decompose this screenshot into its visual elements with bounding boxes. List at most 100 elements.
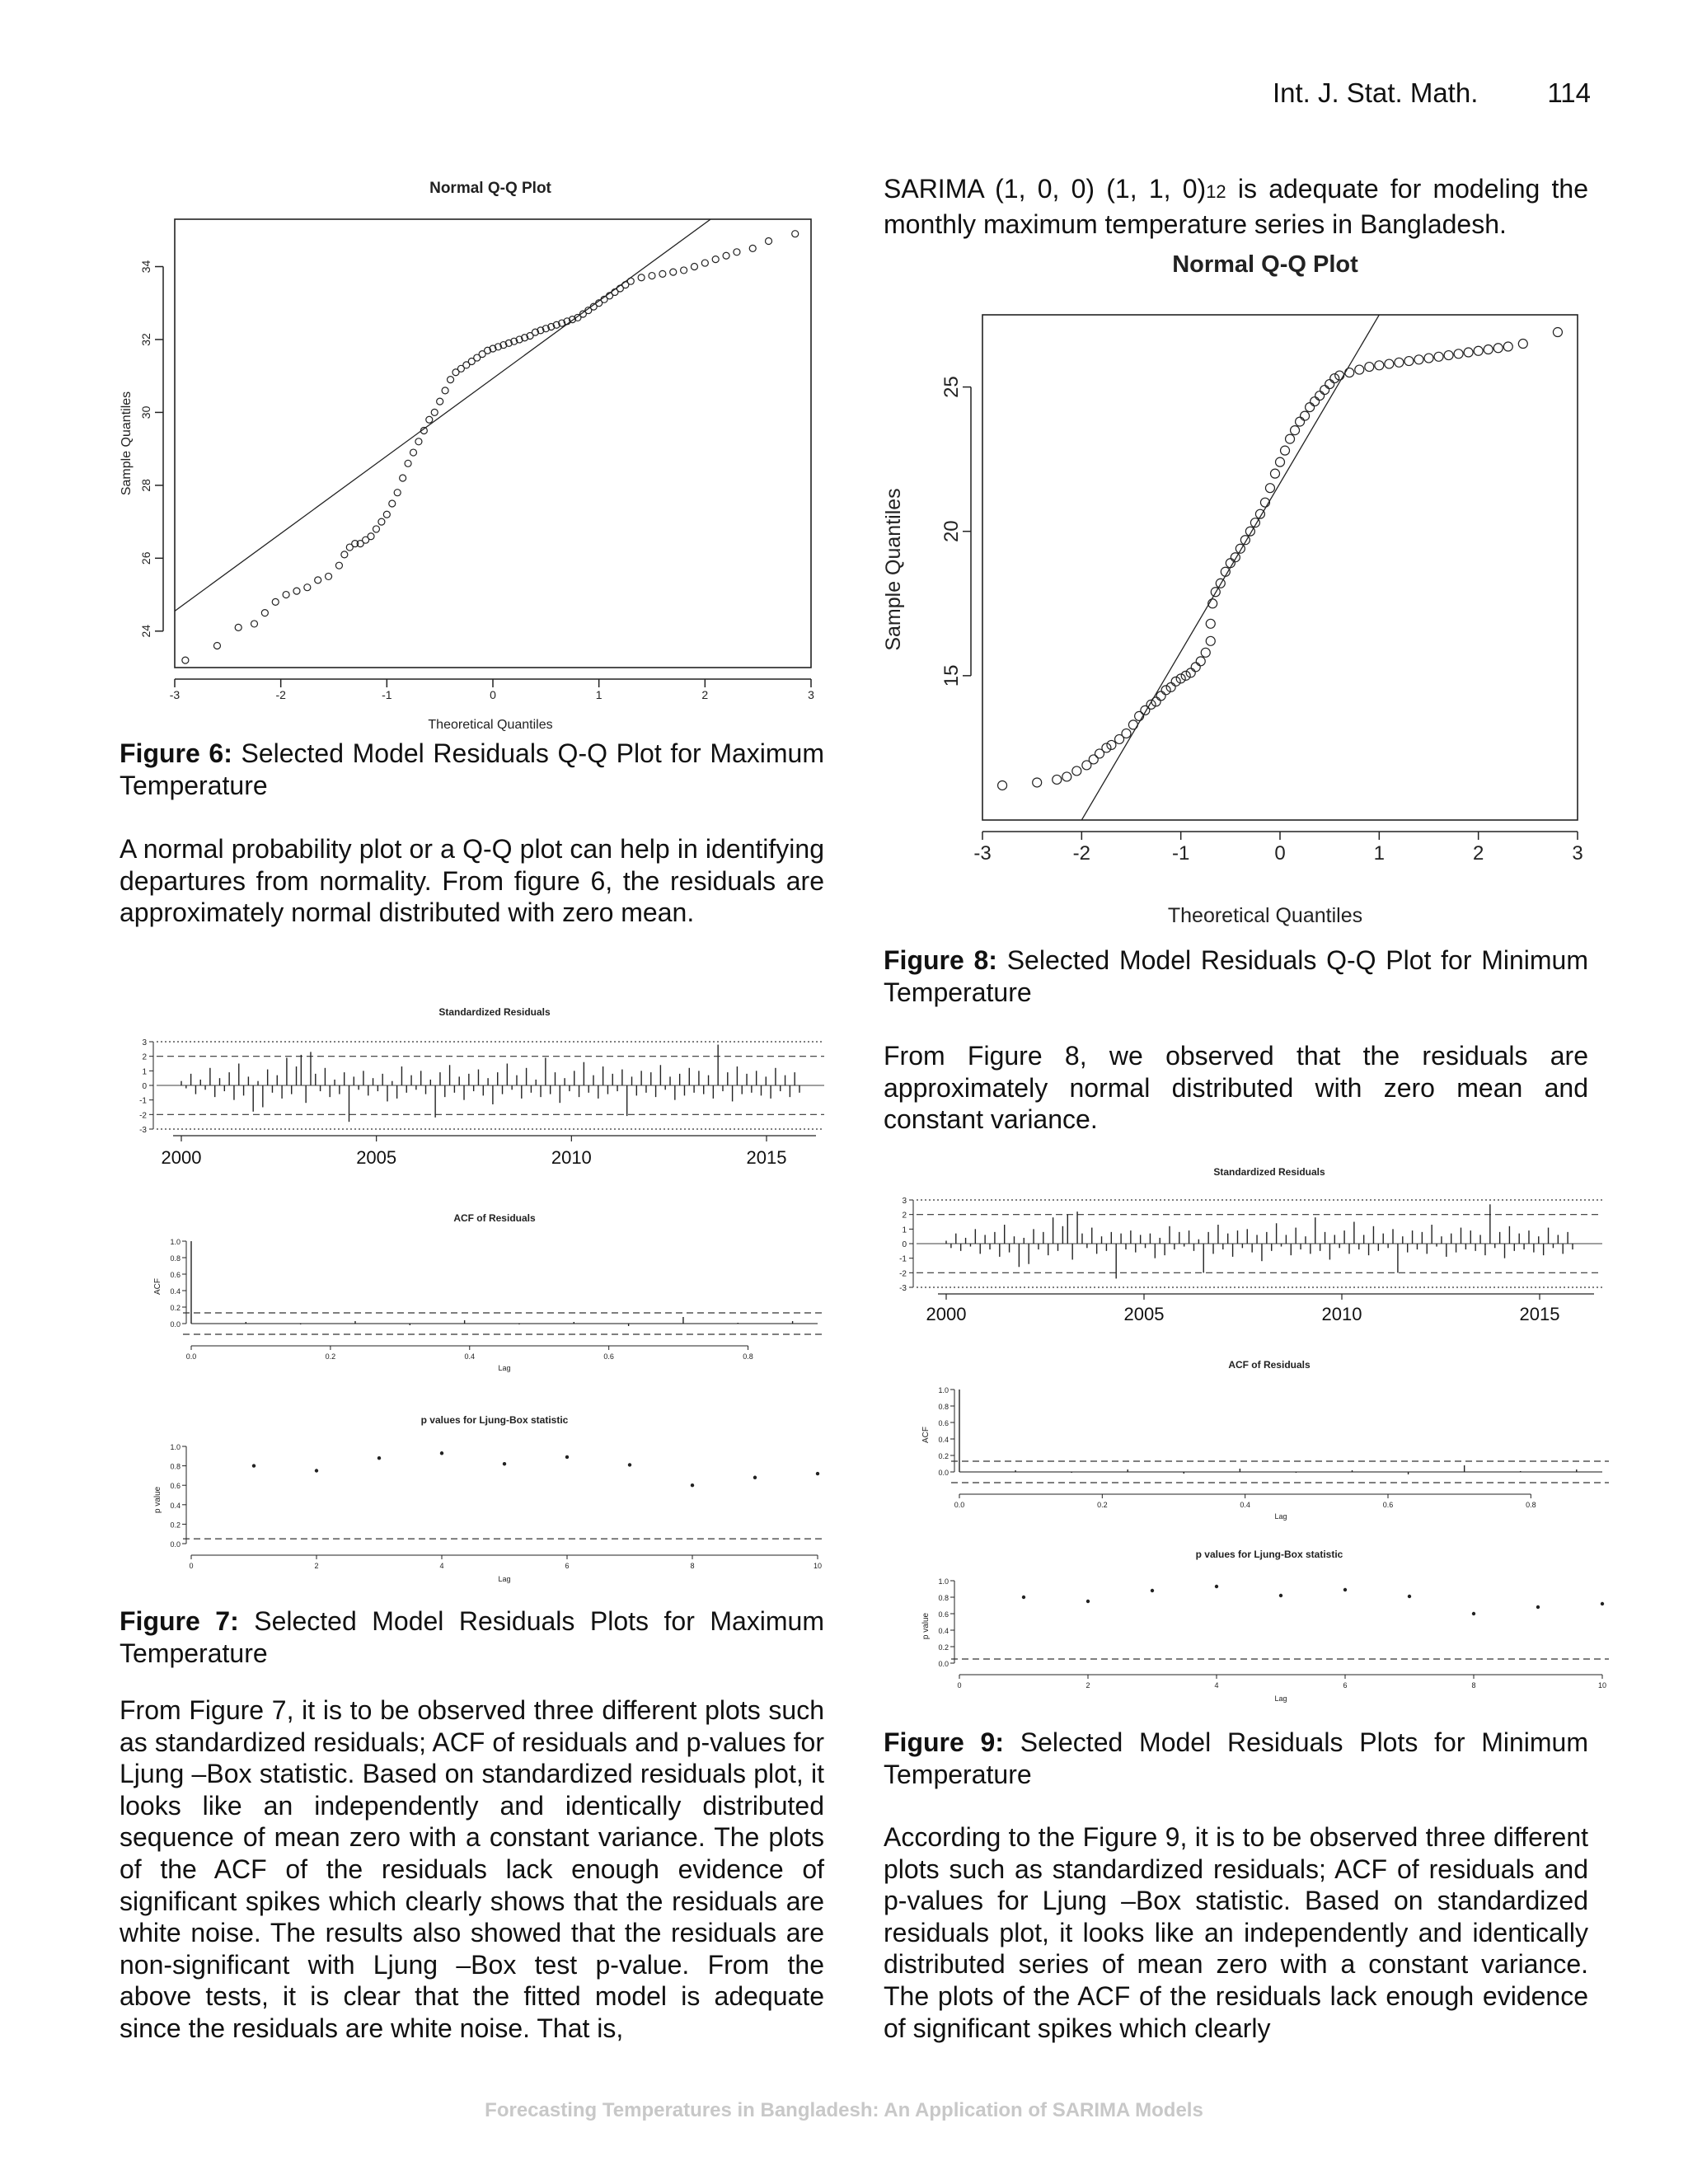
data-point: [1344, 367, 1355, 378]
paragraph-text: is adequate for modeling the monthly max…: [884, 174, 1589, 239]
data-point: [621, 281, 630, 289]
data-point: [377, 518, 386, 526]
y-axis-label: ACF: [921, 1427, 931, 1443]
y-tick-label: 0.2: [938, 1643, 949, 1652]
x-tick-label: 2000: [162, 1147, 202, 1168]
paragraph: A normal probability plot or a Q-Q plot …: [120, 834, 824, 928]
p-value-point: [502, 1462, 507, 1466]
data-point: [1384, 359, 1395, 369]
panel-title: Standardized Residuals: [438, 1006, 551, 1018]
data-point: [1207, 598, 1218, 609]
caption-text: Selected Model Residuals Q-Q Plot for Ma…: [120, 738, 825, 800]
data-point: [1185, 668, 1196, 678]
data-point: [478, 350, 486, 359]
panel-title: ACF of Residuals: [1228, 1359, 1311, 1371]
data-point: [388, 499, 396, 508]
data-point: [425, 415, 434, 424]
x-tick-label: 2000: [926, 1304, 967, 1324]
x-tick-label: 0.6: [603, 1352, 614, 1361]
x-tick-label: -1: [1172, 842, 1189, 865]
data-point: [722, 251, 730, 260]
data-point: [462, 361, 471, 369]
y-tick-label: 24: [139, 625, 152, 638]
panel-title: p values for Ljung-Box statistic: [421, 1414, 569, 1426]
data-point: [748, 244, 757, 252]
data-point: [489, 344, 497, 353]
y-tick-label: 26: [139, 551, 152, 565]
data-point: [1443, 349, 1454, 361]
data-point: [1483, 344, 1493, 355]
data-point: [1404, 355, 1414, 367]
x-tick-label: 0.2: [1097, 1501, 1108, 1509]
x-tick-label: 0.6: [1383, 1501, 1394, 1509]
data-point: [504, 339, 513, 347]
y-tick-label: 0.6: [170, 1271, 181, 1279]
data-point: [1106, 739, 1117, 751]
x-axis-label: Lag: [498, 1364, 510, 1372]
data-point: [1032, 777, 1043, 788]
data-point: [1289, 425, 1301, 436]
x-tick-label: -1: [382, 688, 392, 701]
p-value-point: [1021, 1595, 1026, 1600]
data-point: [282, 590, 290, 599]
data-point: [362, 536, 370, 544]
x-tick-label: 0: [957, 1681, 961, 1690]
page-number: 114: [1547, 77, 1591, 108]
data-point: [679, 266, 688, 274]
data-point: [1235, 543, 1245, 554]
y-tick-label: 0.8: [170, 1463, 181, 1471]
x-tick-label: 2005: [1124, 1304, 1165, 1324]
x-axis-label: Lag: [1274, 1694, 1287, 1703]
data-point: [515, 335, 523, 344]
data-point: [1329, 373, 1340, 384]
data-point: [1284, 434, 1296, 444]
chart-title: Normal Q-Q Plot: [429, 180, 551, 197]
data-point: [1140, 705, 1151, 715]
p-value-point: [314, 1469, 319, 1473]
data-point: [1414, 354, 1424, 365]
caption-label: Figure 6:: [120, 738, 232, 768]
y-tick-label: 0.4: [170, 1502, 181, 1510]
data-point: [1156, 691, 1166, 701]
data-point: [314, 576, 322, 584]
figure-9-caption: Figure 9: Selected Model Residuals Plots…: [884, 1727, 1588, 1790]
plot-frame: [982, 314, 1578, 821]
y-tick-label: 0: [902, 1240, 907, 1249]
data-point: [733, 248, 741, 256]
x-tick-label: 0.8: [743, 1352, 753, 1361]
x-tick-label: 0: [189, 1562, 193, 1570]
p-value-point: [565, 1455, 570, 1460]
y-tick-label: 2: [902, 1212, 907, 1221]
data-point: [483, 346, 492, 354]
data-point: [250, 620, 259, 628]
data-point: [1394, 357, 1404, 368]
data-point: [213, 641, 222, 650]
x-tick-label: 2015: [747, 1147, 787, 1168]
y-axis-label: ACF: [153, 1278, 162, 1295]
data-point: [1114, 733, 1125, 745]
p-value-point: [377, 1455, 382, 1460]
y-tick-label: 0.0: [938, 1660, 949, 1668]
data-point: [1269, 468, 1281, 479]
data-point: [1354, 364, 1365, 375]
data-point: [1071, 766, 1082, 776]
data-point: [367, 532, 375, 541]
caption-text: Selected Model Residuals Q-Q Plot for Mi…: [884, 945, 1589, 1007]
y-tick-label: 3: [142, 1038, 147, 1047]
data-point: [409, 448, 418, 457]
data-point: [1433, 351, 1444, 362]
y-tick-label: 0.2: [170, 1521, 181, 1529]
data-point: [372, 525, 381, 533]
data-point: [1315, 390, 1325, 401]
data-point: [382, 510, 391, 518]
x-tick-label: 10: [814, 1562, 822, 1570]
y-tick-label: 0.4: [938, 1436, 949, 1444]
y-tick-label: 0.6: [938, 1610, 949, 1619]
x-tick-label: 1: [1374, 842, 1385, 865]
caption-label: Figure 7:: [120, 1606, 239, 1636]
y-tick-label: -3: [139, 1126, 147, 1135]
data-point: [351, 540, 359, 548]
y-tick-label: 0.8: [170, 1254, 181, 1263]
data-point: [1517, 338, 1528, 349]
data-point: [1320, 384, 1330, 396]
